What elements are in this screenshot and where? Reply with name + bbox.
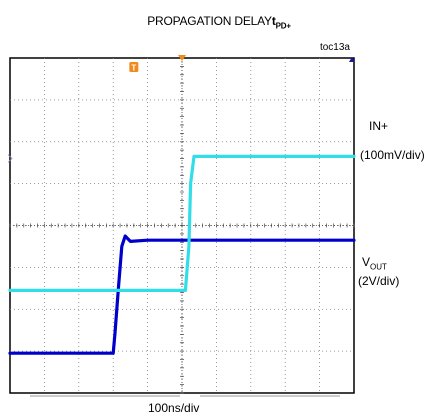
in-plus-scale: (100mV/div) [360,148,425,162]
trace-vout [8,154,356,292]
level-marker-icon [349,57,355,62]
grid [9,57,355,397]
chart-title: PROPAGATION DELAYtPD+ [0,14,438,30]
vout-name: V [362,255,371,269]
trace-in-plus [8,234,356,355]
figure-id: toc13a [319,42,350,53]
trigger-marker-icon [129,62,139,72]
trigger-marker-label: T [131,64,136,73]
vout-subscript: OUT [370,262,387,272]
title-subscript: PD+ [275,21,291,31]
markers: T [7,55,355,163]
traces [8,154,356,355]
title-main: PROPAGATION DELAY [147,14,272,28]
time-base-label: 100ns/div [148,401,200,415]
vout-scale: (2V/div) [358,274,400,288]
channel-marker-icon [7,154,13,163]
vout-label: VOUT [362,255,387,271]
trigger-position-icon [178,55,186,61]
in-plus-label: IN+ [369,119,389,133]
title-symbol: t [271,14,276,28]
